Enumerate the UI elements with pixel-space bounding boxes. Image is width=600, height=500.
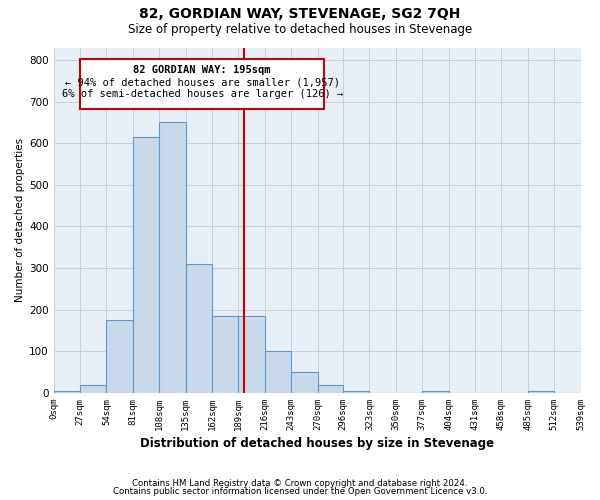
- Bar: [106, 320, 133, 393]
- Bar: [133, 137, 159, 393]
- Bar: [317, 384, 343, 393]
- Bar: [291, 372, 317, 393]
- X-axis label: Distribution of detached houses by size in Stevenage: Distribution of detached houses by size …: [140, 437, 494, 450]
- Text: Contains public sector information licensed under the Open Government Licence v3: Contains public sector information licen…: [113, 487, 487, 496]
- Y-axis label: Number of detached properties: Number of detached properties: [15, 138, 25, 302]
- Bar: [528, 391, 554, 393]
- Text: 6% of semi-detached houses are larger (126) →: 6% of semi-detached houses are larger (1…: [62, 88, 343, 99]
- Bar: [80, 384, 106, 393]
- Bar: [238, 316, 265, 393]
- Bar: [343, 391, 370, 393]
- Bar: [53, 391, 80, 393]
- Bar: [422, 391, 449, 393]
- Text: Contains HM Land Registry data © Crown copyright and database right 2024.: Contains HM Land Registry data © Crown c…: [132, 478, 468, 488]
- Bar: [212, 316, 238, 393]
- Text: ← 94% of detached houses are smaller (1,957): ← 94% of detached houses are smaller (1,…: [65, 78, 340, 88]
- Bar: [265, 352, 291, 393]
- Bar: [185, 264, 212, 393]
- Text: Size of property relative to detached houses in Stevenage: Size of property relative to detached ho…: [128, 22, 472, 36]
- Text: 82 GORDIAN WAY: 195sqm: 82 GORDIAN WAY: 195sqm: [133, 65, 271, 75]
- Text: 82, GORDIAN WAY, STEVENAGE, SG2 7QH: 82, GORDIAN WAY, STEVENAGE, SG2 7QH: [139, 8, 461, 22]
- FancyBboxPatch shape: [80, 58, 325, 108]
- Bar: [159, 122, 185, 393]
